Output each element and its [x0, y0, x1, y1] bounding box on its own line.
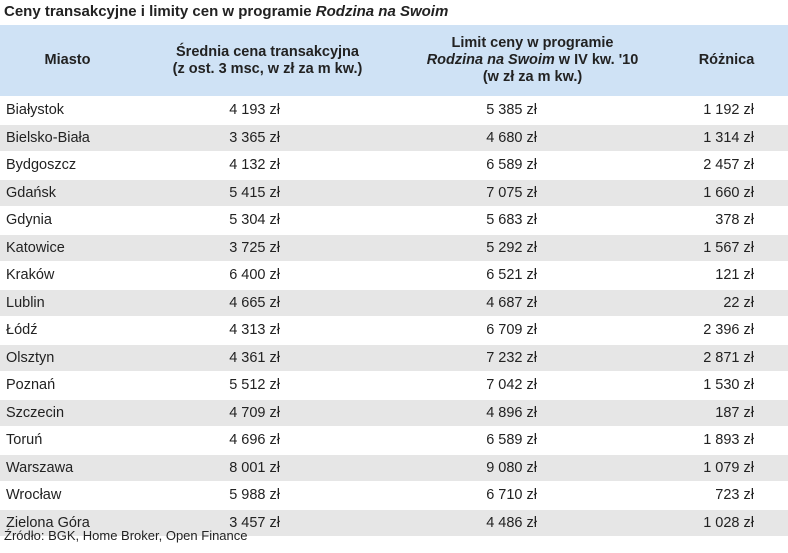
- cell-limit: 4 687 zł: [400, 289, 665, 317]
- cell-limit: 6 521 zł: [400, 261, 665, 290]
- header-limit-line1: Limit ceny w programie: [451, 35, 614, 51]
- price-table: Miasto Średnia cena transakcyjna (z ost.…: [0, 25, 788, 537]
- cell-avg-price: 4 313 zł: [135, 316, 400, 345]
- cell-limit: 6 589 zł: [400, 151, 665, 180]
- header-limit: Limit ceny w programie Rodzina na Swoim …: [400, 25, 665, 97]
- cell-diff: 1 314 zł: [665, 124, 788, 152]
- cell-diff: 1 192 zł: [665, 96, 788, 125]
- table-row: Bielsko-Biała 3 365 zł 4 680 zł 1 314 zł: [0, 124, 788, 152]
- cell-avg-price: 3 365 zł: [135, 124, 400, 152]
- cell-city: Białystok: [0, 96, 135, 125]
- table-title-program: Rodzina na Swoim: [315, 3, 449, 20]
- cell-diff: 1 028 zł: [665, 509, 788, 537]
- header-diff: Różnica: [665, 25, 788, 97]
- cell-avg-price: 5 415 zł: [135, 179, 400, 207]
- header-limit-line3: (w zł za m kw.): [482, 69, 583, 85]
- cell-limit: 5 683 zł: [400, 206, 665, 235]
- cell-avg-price: 3 457 zł: [135, 509, 400, 537]
- header-city: Miasto: [0, 25, 135, 97]
- cell-diff: 2 871 zł: [665, 344, 788, 372]
- cell-diff: 2 396 zł: [665, 316, 788, 345]
- table-row: Poznań 5 512 zł 7 042 zł 1 530 zł: [0, 371, 788, 400]
- cell-avg-price: 4 132 zł: [135, 151, 400, 180]
- cell-city: Wrocław: [0, 481, 135, 510]
- cell-limit: 9 080 zł: [400, 454, 665, 482]
- cell-avg-price: 4 665 zł: [135, 289, 400, 317]
- cell-diff: 22 zł: [665, 289, 788, 317]
- cell-diff: 187 zł: [665, 399, 788, 427]
- cell-avg-price: 4 193 zł: [135, 96, 400, 125]
- cell-city: Toruń: [0, 426, 135, 455]
- cell-avg-price: 5 988 zł: [135, 481, 400, 510]
- source-note: Źródło: BGK, Home Broker, Open Finance: [4, 528, 248, 543]
- table-row: Zielona Góra 3 457 zł 4 486 zł 1 028 zł: [0, 509, 788, 537]
- table-title: Ceny transakcyjne i limity cen w program…: [4, 3, 448, 20]
- table-header-row: Miasto Średnia cena transakcyjna (z ost.…: [0, 25, 788, 97]
- cell-city: Zielona Góra: [0, 509, 135, 537]
- table-row: Lublin 4 665 zł 4 687 zł 22 zł: [0, 289, 788, 317]
- cell-diff: 378 zł: [665, 206, 788, 235]
- cell-avg-price: 5 304 zł: [135, 206, 400, 235]
- cell-diff: 1 530 zł: [665, 371, 788, 400]
- cell-diff: 121 zł: [665, 261, 788, 290]
- table-row: Gdańsk 5 415 zł 7 075 zł 1 660 zł: [0, 179, 788, 207]
- cell-avg-price: 5 512 zł: [135, 371, 400, 400]
- cell-city: Lublin: [0, 289, 135, 317]
- cell-city: Gdańsk: [0, 179, 135, 207]
- table-row: Wrocław 5 988 zł 6 710 zł 723 zł: [0, 481, 788, 510]
- cell-diff: 1 893 zł: [665, 426, 788, 455]
- cell-city: Olsztyn: [0, 344, 135, 372]
- cell-diff: 2 457 zł: [665, 151, 788, 180]
- header-avg-price: Średnia cena transakcyjna (z ost. 3 msc,…: [135, 25, 400, 97]
- cell-limit: 6 589 zł: [400, 426, 665, 455]
- table-row: Gdynia 5 304 zł 5 683 zł 378 zł: [0, 206, 788, 235]
- cell-limit: 5 292 zł: [400, 234, 665, 262]
- cell-limit: 6 709 zł: [400, 316, 665, 345]
- table-title-text: Ceny transakcyjne i limity cen w program…: [4, 3, 316, 20]
- header-limit-line2: Rodzina na Swoim w IV kw. '10: [400, 52, 665, 69]
- table-row: Kraków 6 400 zł 6 521 zł 121 zł: [0, 261, 788, 290]
- cell-city: Gdynia: [0, 206, 135, 235]
- cell-limit: 7 075 zł: [400, 179, 665, 207]
- cell-limit: 4 486 zł: [400, 509, 665, 537]
- cell-diff: 1 660 zł: [665, 179, 788, 207]
- table-row: Olsztyn 4 361 zł 7 232 zł 2 871 zł: [0, 344, 788, 372]
- table-row: Katowice 3 725 zł 5 292 zł 1 567 zł: [0, 234, 788, 262]
- cell-city: Poznań: [0, 371, 135, 400]
- cell-diff: 1 567 zł: [665, 234, 788, 262]
- header-limit-period: w IV kw. '10: [554, 52, 639, 68]
- cell-limit: 4 680 zł: [400, 124, 665, 152]
- cell-avg-price: 4 696 zł: [135, 426, 400, 455]
- cell-city: Łódź: [0, 316, 135, 345]
- cell-avg-price: 3 725 zł: [135, 234, 400, 262]
- cell-avg-price: 8 001 zł: [135, 454, 400, 482]
- cell-city: Szczecin: [0, 399, 135, 427]
- cell-limit: 7 042 zł: [400, 371, 665, 400]
- cell-avg-price: 4 709 zł: [135, 399, 400, 427]
- cell-limit: 4 896 zł: [400, 399, 665, 427]
- cell-avg-price: 4 361 zł: [135, 344, 400, 372]
- cell-limit: 6 710 zł: [400, 481, 665, 510]
- cell-limit: 5 385 zł: [400, 96, 665, 125]
- table-row: Szczecin 4 709 zł 4 896 zł 187 zł: [0, 399, 788, 427]
- cell-city: Bielsko-Biała: [0, 124, 135, 152]
- cell-diff: 1 079 zł: [665, 454, 788, 482]
- cell-city: Bydgoszcz: [0, 151, 135, 180]
- table-row: Toruń 4 696 zł 6 589 zł 1 893 zł: [0, 426, 788, 455]
- cell-avg-price: 6 400 zł: [135, 261, 400, 290]
- table-row: Łódź 4 313 zł 6 709 zł 2 396 zł: [0, 316, 788, 345]
- table-row: Bydgoszcz 4 132 zł 6 589 zł 2 457 zł: [0, 151, 788, 180]
- table-row: Białystok 4 193 zł 5 385 zł 1 192 zł: [0, 96, 788, 125]
- cell-city: Warszawa: [0, 454, 135, 482]
- cell-limit: 7 232 zł: [400, 344, 665, 372]
- header-avg-line1: Średnia cena transakcyjna: [176, 43, 359, 60]
- header-limit-program: Rodzina na Swoim: [426, 52, 555, 68]
- header-avg-line2: (z ost. 3 msc, w zł za m kw.): [172, 60, 363, 77]
- table-row: Warszawa 8 001 zł 9 080 zł 1 079 zł: [0, 454, 788, 482]
- cell-city: Katowice: [0, 234, 135, 262]
- cell-city: Kraków: [0, 261, 135, 290]
- cell-diff: 723 zł: [665, 481, 788, 510]
